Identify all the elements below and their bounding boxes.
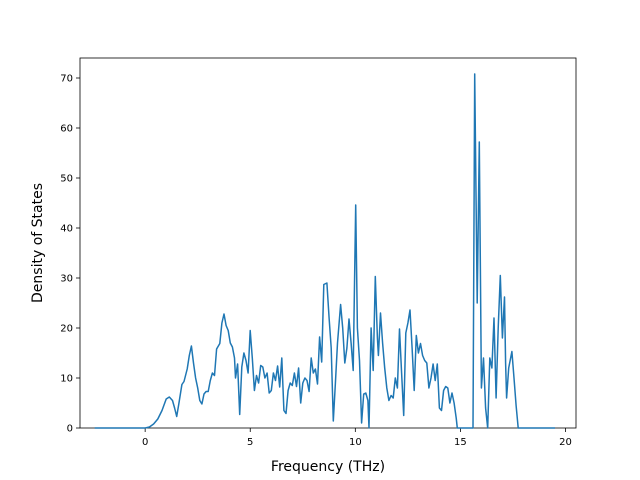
x-axis-label: Frequency (THz) xyxy=(271,459,385,475)
y-tick-label: 10 xyxy=(60,374,73,385)
y-tick-label: 20 xyxy=(60,324,73,335)
x-axis-ticks: 0 5 10 15 20 xyxy=(142,428,572,448)
y-axis-label: Density of States xyxy=(30,183,46,303)
x-tick-label: 10 xyxy=(349,437,362,448)
y-axis-ticks: 0 10 20 30 40 50 60 70 xyxy=(60,74,80,435)
x-tick-label: 5 xyxy=(247,437,253,448)
x-tick-label: 20 xyxy=(559,437,572,448)
x-tick-label: 15 xyxy=(454,437,467,448)
y-tick-label: 60 xyxy=(60,124,73,135)
x-tick-label: 0 xyxy=(142,437,148,448)
plot-frame xyxy=(79,57,577,429)
y-tick-label: 0 xyxy=(67,424,73,435)
dos-series-line xyxy=(94,73,555,429)
y-tick-label: 40 xyxy=(60,224,73,235)
y-tick-label: 70 xyxy=(60,74,73,85)
y-tick-label: 30 xyxy=(60,274,73,285)
y-tick-label: 50 xyxy=(60,174,73,185)
